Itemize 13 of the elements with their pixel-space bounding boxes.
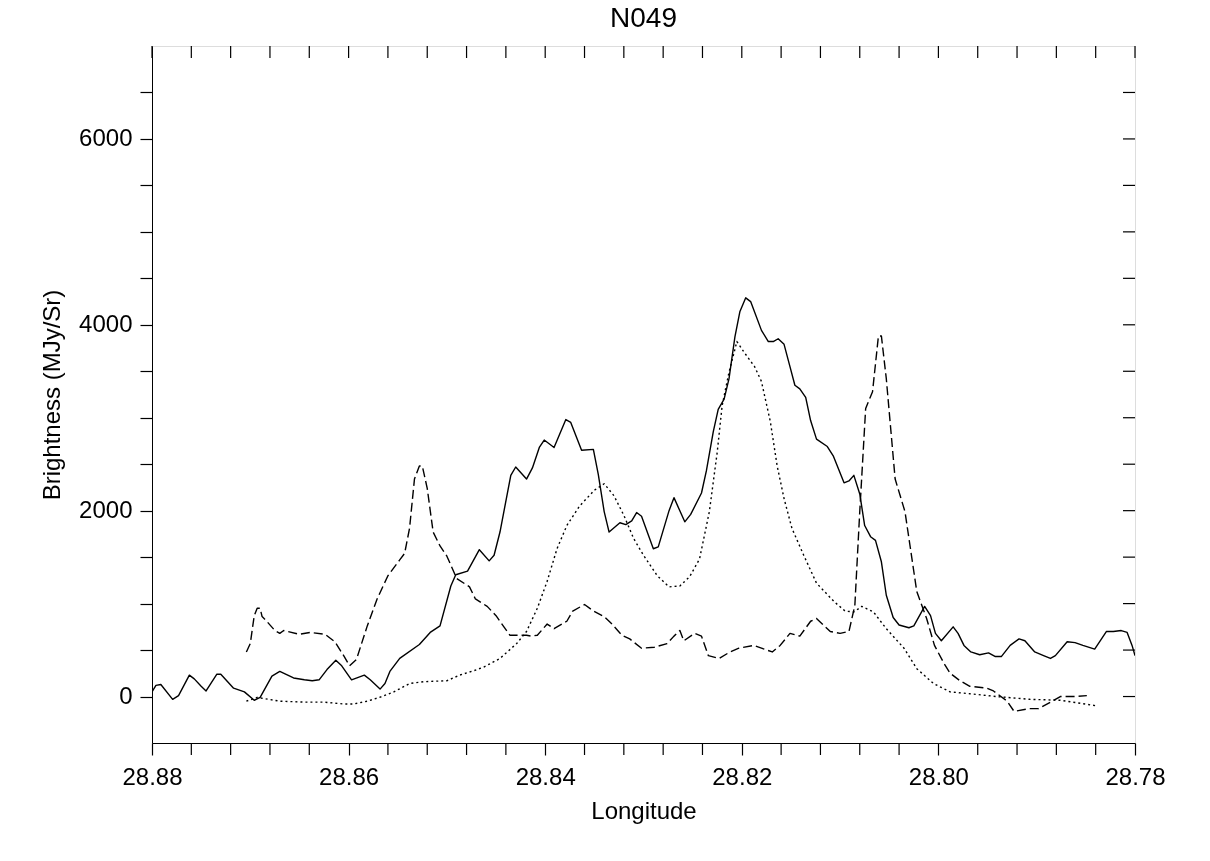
x-axis-title: Longitude [591,796,697,824]
y-tick-label: 4000 [79,310,133,338]
x-tick-label: 28.82 [712,762,773,790]
y-tick-label: 6000 [79,124,133,152]
x-tick-label: 28.88 [122,762,183,790]
chart-title: N049 [610,2,677,34]
y-tick-label: 2000 [79,496,133,524]
x-tick-label: 28.86 [319,762,380,790]
text: 28.80 [908,762,969,790]
y-axis-title: Brightness (MJy/Sr) [38,289,66,501]
x-tick-label: 28.84 [515,762,576,790]
y-tick-label: 0 [119,682,133,710]
x-tick-label: 28.78 [1105,762,1166,790]
